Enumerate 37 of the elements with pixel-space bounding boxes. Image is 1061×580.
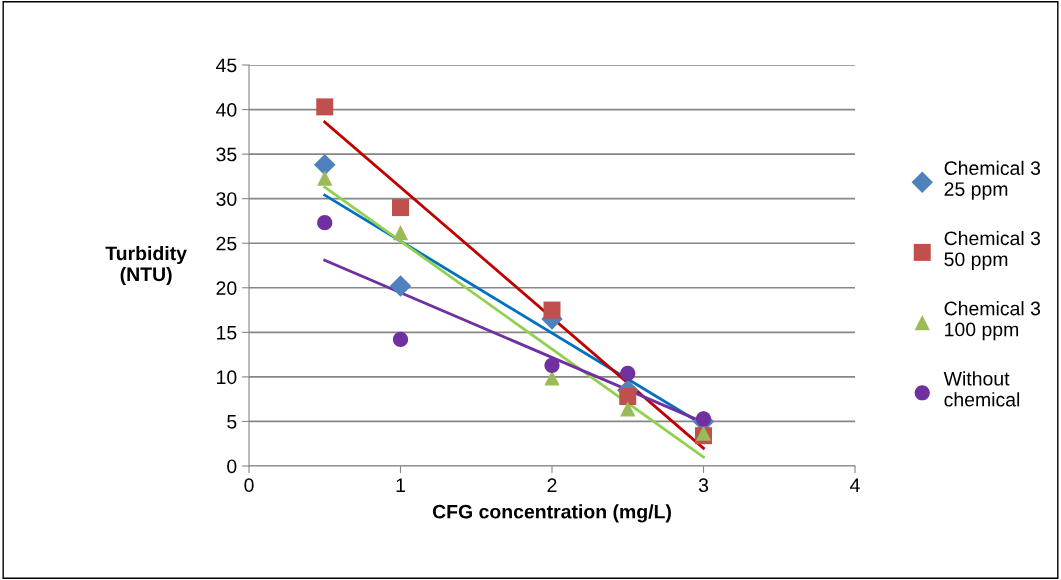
legend-label: Chemical 3 25 ppm bbox=[944, 160, 1041, 200]
y-tick-label: 0 bbox=[227, 459, 237, 474]
point bbox=[391, 199, 410, 217]
point bbox=[695, 425, 712, 441]
legend-label: Without chemical bbox=[943, 371, 1020, 407]
point bbox=[695, 411, 712, 427]
x-tick-label: 0 bbox=[244, 478, 254, 493]
point bbox=[317, 170, 333, 186]
point bbox=[316, 98, 334, 116]
point bbox=[544, 357, 560, 373]
y-tick-label: 20 bbox=[216, 281, 237, 296]
y-tick-label: 15 bbox=[217, 326, 237, 340]
point bbox=[620, 365, 636, 381]
point bbox=[392, 331, 409, 348]
x-tick-label: 3 bbox=[698, 478, 709, 493]
point bbox=[619, 387, 637, 405]
point bbox=[317, 215, 333, 231]
y-tick-label: 45 bbox=[216, 58, 237, 73]
point bbox=[313, 154, 336, 176]
y-tick-label: 40 bbox=[216, 103, 237, 117]
legend-label: Chemical 3 50 ppm bbox=[944, 230, 1041, 270]
point bbox=[389, 275, 412, 297]
y-tick-label: 10 bbox=[217, 370, 237, 385]
point bbox=[543, 301, 561, 319]
x-tick-label: 4 bbox=[850, 478, 860, 492]
x-tick-label: 1 bbox=[396, 478, 405, 492]
y-tick-label: 5 bbox=[227, 415, 237, 429]
point bbox=[620, 401, 636, 417]
point bbox=[392, 224, 409, 241]
x-tick-label: 2 bbox=[547, 478, 557, 492]
x-axis-title: CFG concentration (mg/L) bbox=[432, 504, 671, 523]
y-tick-label: 35 bbox=[216, 147, 237, 162]
y-axis-title: Turbidity (NTU) bbox=[105, 245, 187, 286]
y-tick-label: 30 bbox=[216, 192, 237, 206]
point bbox=[544, 370, 560, 386]
y-tick-label: 25 bbox=[216, 236, 237, 251]
legend-label: Chemical 3 100 ppm bbox=[944, 301, 1041, 341]
